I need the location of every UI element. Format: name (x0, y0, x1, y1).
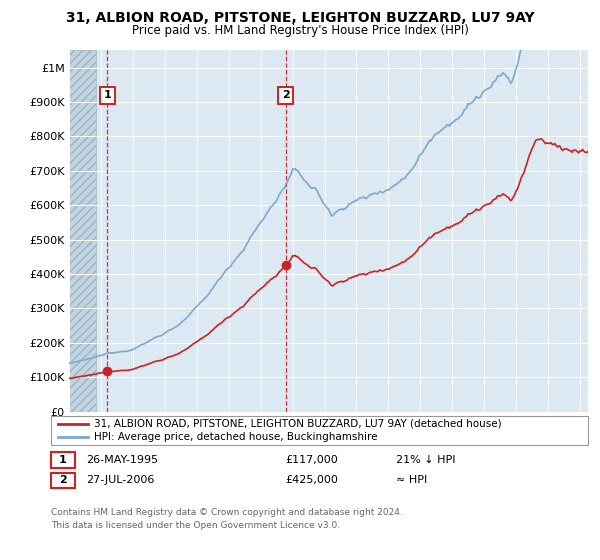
Text: £117,000: £117,000 (285, 455, 338, 465)
Text: 21% ↓ HPI: 21% ↓ HPI (396, 455, 455, 465)
Text: 1: 1 (59, 455, 67, 465)
Text: Contains HM Land Registry data © Crown copyright and database right 2024.
This d: Contains HM Land Registry data © Crown c… (51, 508, 403, 530)
Bar (69, 50, 96, 412)
Text: 31, ALBION ROAD, PITSTONE, LEIGHTON BUZZARD, LU7 9AY (detached house): 31, ALBION ROAD, PITSTONE, LEIGHTON BUZZ… (94, 419, 502, 429)
Text: HPI: Average price, detached house, Buckinghamshire: HPI: Average price, detached house, Buck… (94, 432, 378, 442)
Text: ≈ HPI: ≈ HPI (396, 475, 427, 486)
Text: 27-JUL-2006: 27-JUL-2006 (86, 475, 154, 486)
Text: 1: 1 (103, 90, 111, 100)
Text: £425,000: £425,000 (285, 475, 338, 486)
Text: 31, ALBION ROAD, PITSTONE, LEIGHTON BUZZARD, LU7 9AY: 31, ALBION ROAD, PITSTONE, LEIGHTON BUZZ… (65, 11, 535, 25)
Text: 26-MAY-1995: 26-MAY-1995 (86, 455, 158, 465)
Text: Price paid vs. HM Land Registry's House Price Index (HPI): Price paid vs. HM Land Registry's House … (131, 24, 469, 36)
Text: 2: 2 (282, 90, 290, 100)
Text: 2: 2 (59, 475, 67, 486)
